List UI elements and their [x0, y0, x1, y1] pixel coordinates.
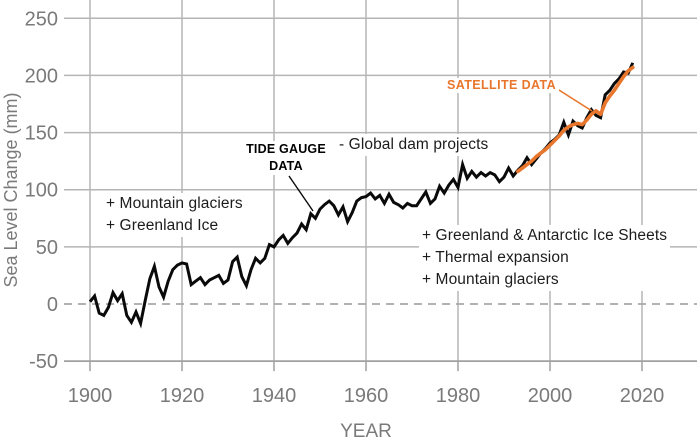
tide-gauge-label-line2: DATA: [269, 159, 303, 173]
tide-gauge-data-label: TIDE GAUGE DATA: [228, 141, 344, 175]
dam-projects-text: - Global dam projects: [339, 136, 489, 153]
x-axis-tick-label: 2000: [528, 385, 573, 407]
satellite-label-text: SATELLITE DATA: [447, 78, 557, 92]
y-axis-tick-label: 150: [25, 123, 58, 145]
tide-gauge-leader-line: [288, 175, 314, 212]
annotation-line-ice-sheets: + Greenland & Antarctic Ice Sheets: [422, 227, 668, 244]
x-axis-tick-label: 1940: [252, 385, 297, 407]
annotation-line-greenland-ice: + Greenland Ice: [106, 217, 219, 234]
x-axis-title: YEAR: [340, 421, 392, 442]
satellite-line: [515, 65, 635, 174]
annotation-line-thermal-expansion: + Thermal expansion: [422, 249, 569, 266]
annotation-line-mountain-glaciers: + Mountain glaciers: [422, 271, 559, 288]
y-axis-tick-label: 0: [47, 294, 58, 316]
modern-contributors-annotation: + Greenland & Antarctic Ice Sheets + The…: [419, 225, 671, 291]
early-contributors-annotation: + Mountain glaciers + Greenland Ice: [103, 193, 246, 237]
y-axis-tick-label: -50: [29, 351, 58, 373]
y-axis-tick-label: 50: [36, 237, 58, 259]
tide-gauge-label-line1: TIDE GAUGE: [246, 142, 326, 156]
x-axis-tick-label: 1960: [344, 385, 389, 407]
x-axis-tick-label: 1980: [436, 385, 481, 407]
y-axis-tick-label: 100: [25, 180, 58, 202]
x-axis-tick-label: 2020: [620, 385, 665, 407]
satellite-data-label: SATELLITE DATA: [444, 78, 560, 93]
y-axis-tick-label: 250: [25, 8, 58, 30]
x-axis-tick-label: 1900: [68, 385, 113, 407]
y-axis-title: Sea Level Change (mm): [1, 92, 21, 287]
annotation-line-mountain-glaciers: + Mountain glaciers: [106, 195, 243, 212]
y-axis-tick-label: 200: [25, 65, 58, 87]
x-axis-tick-label: 1920: [160, 385, 205, 407]
dam-projects-annotation: - Global dam projects: [336, 134, 492, 156]
